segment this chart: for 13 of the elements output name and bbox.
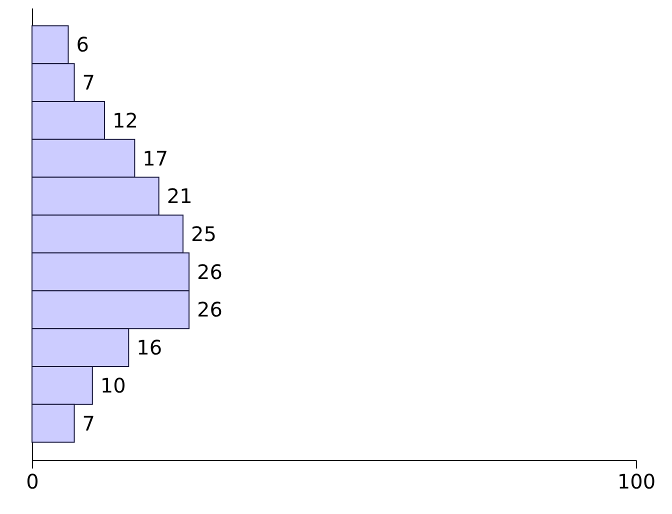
data-label: 17	[142, 146, 168, 170]
data-label: 16	[136, 336, 162, 360]
x-tick-label: 100	[617, 470, 656, 494]
data-label: 12	[112, 108, 138, 132]
data-label: 25	[191, 222, 216, 246]
data-label: 21	[166, 184, 192, 208]
data-label: 7	[82, 411, 96, 436]
x-tick-label: 0	[26, 470, 39, 494]
data-label: 26	[197, 298, 222, 322]
data-label: 10	[100, 373, 126, 398]
data-label: 7	[82, 70, 96, 95]
data-label: 6	[76, 32, 89, 57]
data-label: 26	[197, 260, 222, 284]
